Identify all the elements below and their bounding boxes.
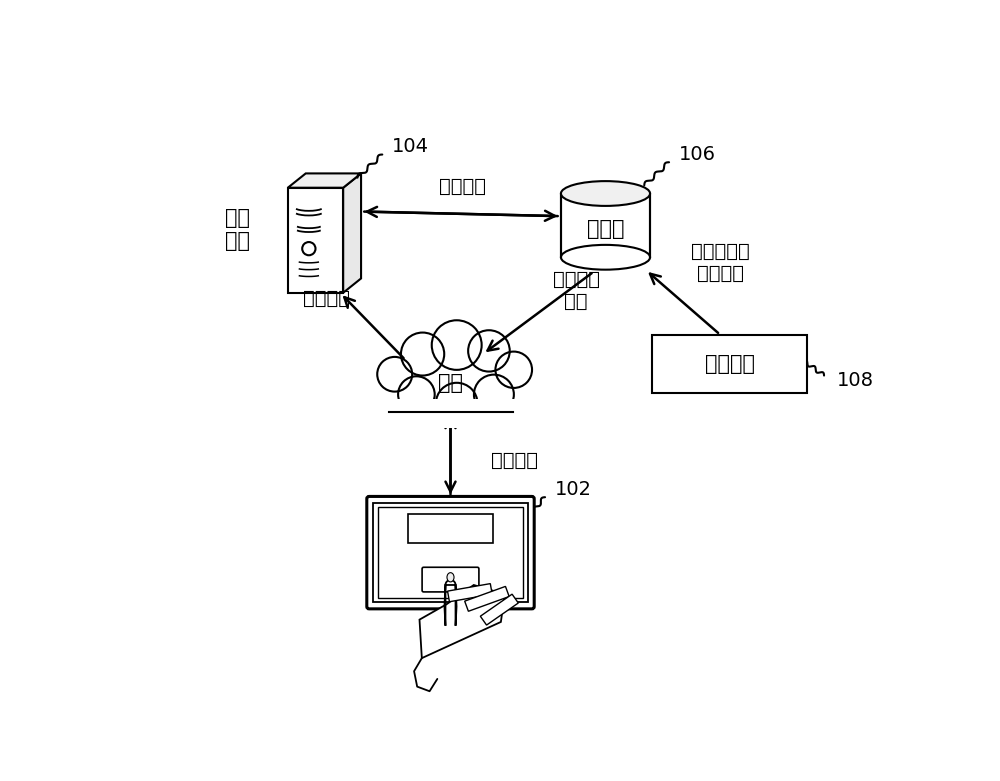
Ellipse shape (561, 245, 650, 269)
Text: 104: 104 (392, 137, 429, 156)
Bar (408, 514, 493, 543)
Ellipse shape (561, 181, 650, 206)
Text: 医学设备: 医学设备 (704, 354, 755, 374)
Polygon shape (465, 587, 509, 612)
Text: 数据传输: 数据传输 (491, 451, 538, 469)
Polygon shape (444, 580, 457, 626)
Polygon shape (343, 173, 361, 293)
Ellipse shape (447, 572, 454, 582)
Bar (382, 399, 519, 428)
Text: 108: 108 (836, 372, 873, 390)
FancyBboxPatch shape (367, 497, 534, 609)
Text: 106: 106 (679, 145, 716, 164)
Circle shape (474, 375, 514, 414)
Text: 采集并保存
医学图像: 采集并保存 医学图像 (691, 242, 750, 283)
Polygon shape (448, 583, 492, 601)
Text: 102: 102 (555, 480, 592, 499)
Text: 网络: 网络 (438, 373, 463, 394)
FancyBboxPatch shape (422, 567, 479, 592)
Circle shape (468, 330, 510, 372)
FancyBboxPatch shape (373, 503, 528, 602)
Text: 医学图像: 医学图像 (432, 521, 469, 536)
Text: 数据传输: 数据传输 (303, 290, 350, 308)
Polygon shape (480, 594, 518, 625)
Text: 数据库: 数据库 (587, 219, 624, 239)
Polygon shape (420, 585, 505, 658)
Circle shape (377, 357, 412, 391)
Bar (288, 187, 343, 293)
Text: 提供医学
图像: 提供医学 图像 (553, 270, 600, 311)
Circle shape (302, 242, 315, 255)
Text: 数据服务: 数据服务 (439, 177, 486, 196)
Polygon shape (288, 173, 361, 187)
Text: 分类: 分类 (436, 572, 454, 587)
Circle shape (432, 320, 482, 370)
Bar (652, 335, 807, 393)
Circle shape (436, 383, 477, 424)
Bar (561, 194, 650, 257)
Circle shape (398, 376, 435, 412)
Circle shape (495, 351, 532, 388)
FancyBboxPatch shape (378, 507, 523, 598)
Text: 图像
分类: 图像 分类 (225, 208, 250, 251)
Circle shape (401, 333, 444, 376)
